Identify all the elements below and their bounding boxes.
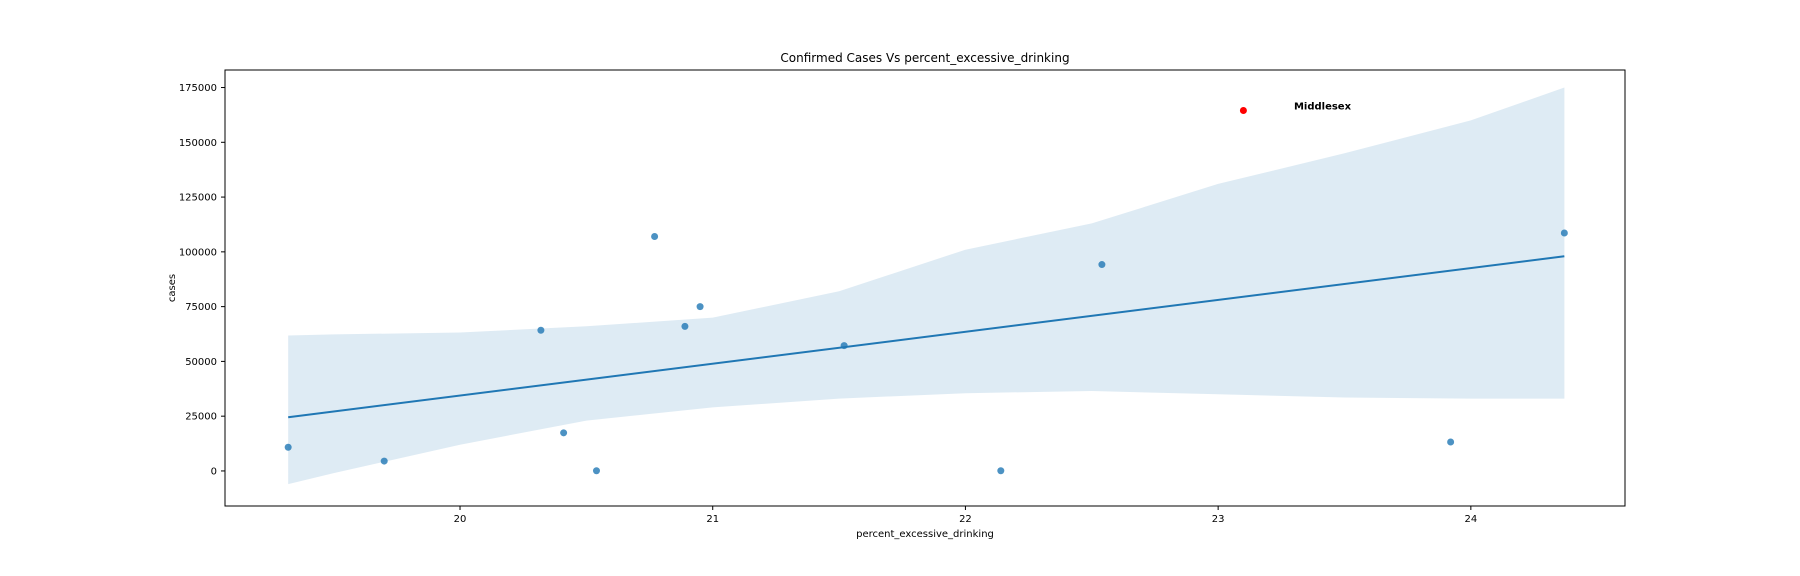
data-point: [1560, 229, 1568, 237]
y-tick-label: 125000: [179, 193, 217, 204]
data-point: [651, 233, 659, 241]
data-point: [997, 467, 1005, 475]
confidence-band: [288, 87, 1565, 485]
data-point: [380, 457, 388, 465]
x-tick-label: 20: [454, 514, 467, 525]
data-point: [592, 467, 600, 475]
regression-layer: [288, 255, 1565, 419]
data-point: [696, 303, 704, 311]
y-tick-label: 75000: [185, 302, 217, 313]
annotation-layer: Middlesex: [1294, 102, 1352, 113]
data-point: [560, 429, 568, 437]
y-tick-label: 175000: [179, 83, 217, 94]
chart-title: Confirmed Cases Vs percent_excessive_dri…: [780, 51, 1069, 65]
x-axis-label: percent_excessive_drinking: [856, 529, 994, 540]
x-tick-label: 21: [706, 514, 719, 525]
data-point: [537, 326, 545, 334]
x-axis: 20 21 22 23 24: [454, 506, 1477, 525]
data-point: [284, 443, 292, 451]
data-point: [1447, 438, 1455, 446]
y-tick-label: 50000: [185, 357, 217, 368]
x-tick-label: 22: [959, 514, 972, 525]
points-layer: [284, 107, 1568, 475]
regression-line: [288, 255, 1565, 419]
point-annotation: Middlesex: [1294, 102, 1352, 113]
data-point: [1098, 261, 1106, 269]
y-axis-label: cases: [167, 274, 178, 302]
y-axis: 0 25000 50000 75000 100000 125000 150000 175000: [179, 83, 225, 477]
x-tick-label: 24: [1464, 514, 1477, 525]
highlight-point: [1239, 107, 1247, 115]
y-tick-label: 150000: [179, 138, 217, 149]
plot-frame: [224, 69, 1626, 507]
data-point: [681, 322, 689, 330]
x-tick-label: 23: [1212, 514, 1225, 525]
data-point: [840, 342, 848, 350]
y-tick-label: 100000: [179, 247, 217, 258]
confidence-band-layer: [288, 87, 1565, 485]
y-tick-label: 25000: [185, 412, 217, 423]
y-tick-label: 0: [211, 466, 217, 477]
